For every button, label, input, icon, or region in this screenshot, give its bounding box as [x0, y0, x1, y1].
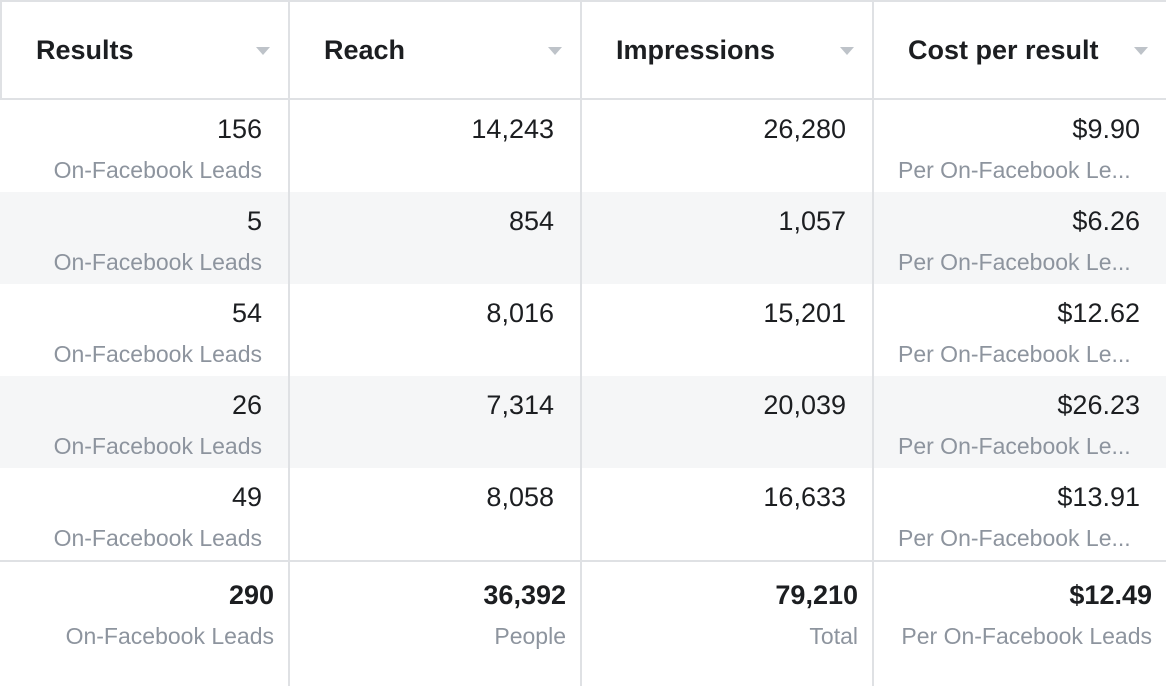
- results-value: 156: [216, 114, 262, 144]
- totals-results: 290 On-Facebook Leads: [0, 560, 290, 686]
- cost-value: $13.91: [1057, 482, 1140, 512]
- totals-impressions: 79,210 Total: [582, 560, 874, 686]
- results-value: 54: [231, 298, 262, 328]
- table-row-cost: $9.90 Per On-Facebook Le...: [874, 100, 1166, 192]
- sort-caret-icon[interactable]: [256, 47, 270, 55]
- impressions-value: 20,039: [763, 390, 846, 420]
- cost-value: $9.90: [1072, 114, 1140, 144]
- table-row-reach: 7,314: [290, 376, 582, 468]
- cost-value: $6.26: [1072, 206, 1140, 236]
- results-value: 5: [246, 206, 262, 236]
- table-row-reach: 14,243: [290, 100, 582, 192]
- column-header-label: Reach: [324, 34, 406, 65]
- reach-value: 8,058: [486, 482, 554, 512]
- total-impressions-value: 79,210: [775, 580, 858, 610]
- results-sublabel: On-Facebook Leads: [53, 341, 262, 367]
- table-row-cost: $6.26 Per On-Facebook Le...: [874, 192, 1166, 284]
- table-row-results: 5 On-Facebook Leads: [0, 192, 290, 284]
- table-row-impressions: 15,201: [582, 284, 874, 376]
- totals-reach: 36,392 People: [290, 560, 582, 686]
- table-row-impressions: 26,280: [582, 100, 874, 192]
- cost-sublabel: Per On-Facebook Le...: [898, 433, 1131, 459]
- cost-sublabel: Per On-Facebook Le...: [898, 525, 1131, 551]
- total-cost-sublabel: Per On-Facebook Leads: [901, 623, 1152, 649]
- column-header-cost-per-result[interactable]: Cost per result: [874, 0, 1166, 100]
- table-row-impressions: 16,633: [582, 468, 874, 560]
- results-sublabel: On-Facebook Leads: [53, 525, 262, 551]
- table-row-results: 156 On-Facebook Leads: [0, 100, 290, 192]
- table-row-cost: $12.62 Per On-Facebook Le...: [874, 284, 1166, 376]
- results-sublabel: On-Facebook Leads: [53, 433, 262, 459]
- table-row-impressions: 1,057: [582, 192, 874, 284]
- table-row-reach: 8,058: [290, 468, 582, 560]
- impressions-value: 16,633: [763, 482, 846, 512]
- results-sublabel: On-Facebook Leads: [53, 157, 262, 183]
- reach-value: 854: [508, 206, 554, 236]
- cost-value: $12.62: [1057, 298, 1140, 328]
- cost-value: $26.23: [1057, 390, 1140, 420]
- totals-cost: $12.49 Per On-Facebook Leads: [874, 560, 1166, 686]
- total-impressions-sublabel: Total: [809, 623, 858, 649]
- total-results-sublabel: On-Facebook Leads: [65, 623, 274, 649]
- reach-value: 14,243: [471, 114, 554, 144]
- reach-value: 8,016: [486, 298, 554, 328]
- cost-sublabel: Per On-Facebook Le...: [898, 157, 1131, 183]
- results-value: 26: [231, 390, 262, 420]
- table-row-reach: 8,016: [290, 284, 582, 376]
- impressions-value: 15,201: [763, 298, 846, 328]
- table-row-cost: $26.23 Per On-Facebook Le...: [874, 376, 1166, 468]
- total-reach-sublabel: People: [494, 623, 566, 649]
- sort-caret-icon[interactable]: [548, 47, 562, 55]
- impressions-value: 1,057: [778, 206, 846, 236]
- table-row-reach: 854: [290, 192, 582, 284]
- total-reach-value: 36,392: [483, 580, 566, 610]
- total-results-value: 290: [228, 580, 274, 610]
- results-value: 49: [231, 482, 262, 512]
- results-sublabel: On-Facebook Leads: [53, 249, 262, 275]
- column-header-reach[interactable]: Reach: [290, 0, 582, 100]
- column-header-results[interactable]: Results: [0, 0, 290, 100]
- reach-value: 7,314: [486, 390, 554, 420]
- column-header-label: Cost per result: [908, 34, 1099, 65]
- column-header-label: Impressions: [616, 34, 776, 65]
- cost-sublabel: Per On-Facebook Le...: [898, 341, 1131, 367]
- sort-caret-icon[interactable]: [1134, 47, 1148, 55]
- total-cost-value: $12.49: [1069, 580, 1152, 610]
- column-header-label: Results: [36, 34, 134, 65]
- sort-caret-icon[interactable]: [840, 47, 854, 55]
- table-row-results: 26 On-Facebook Leads: [0, 376, 290, 468]
- column-header-impressions[interactable]: Impressions: [582, 0, 874, 100]
- impressions-value: 26,280: [763, 114, 846, 144]
- table-row-impressions: 20,039: [582, 376, 874, 468]
- cost-sublabel: Per On-Facebook Le...: [898, 249, 1131, 275]
- table-row-results: 54 On-Facebook Leads: [0, 284, 290, 376]
- table-row-results: 49 On-Facebook Leads: [0, 468, 290, 560]
- table-row-cost: $13.91 Per On-Facebook Le...: [874, 468, 1166, 560]
